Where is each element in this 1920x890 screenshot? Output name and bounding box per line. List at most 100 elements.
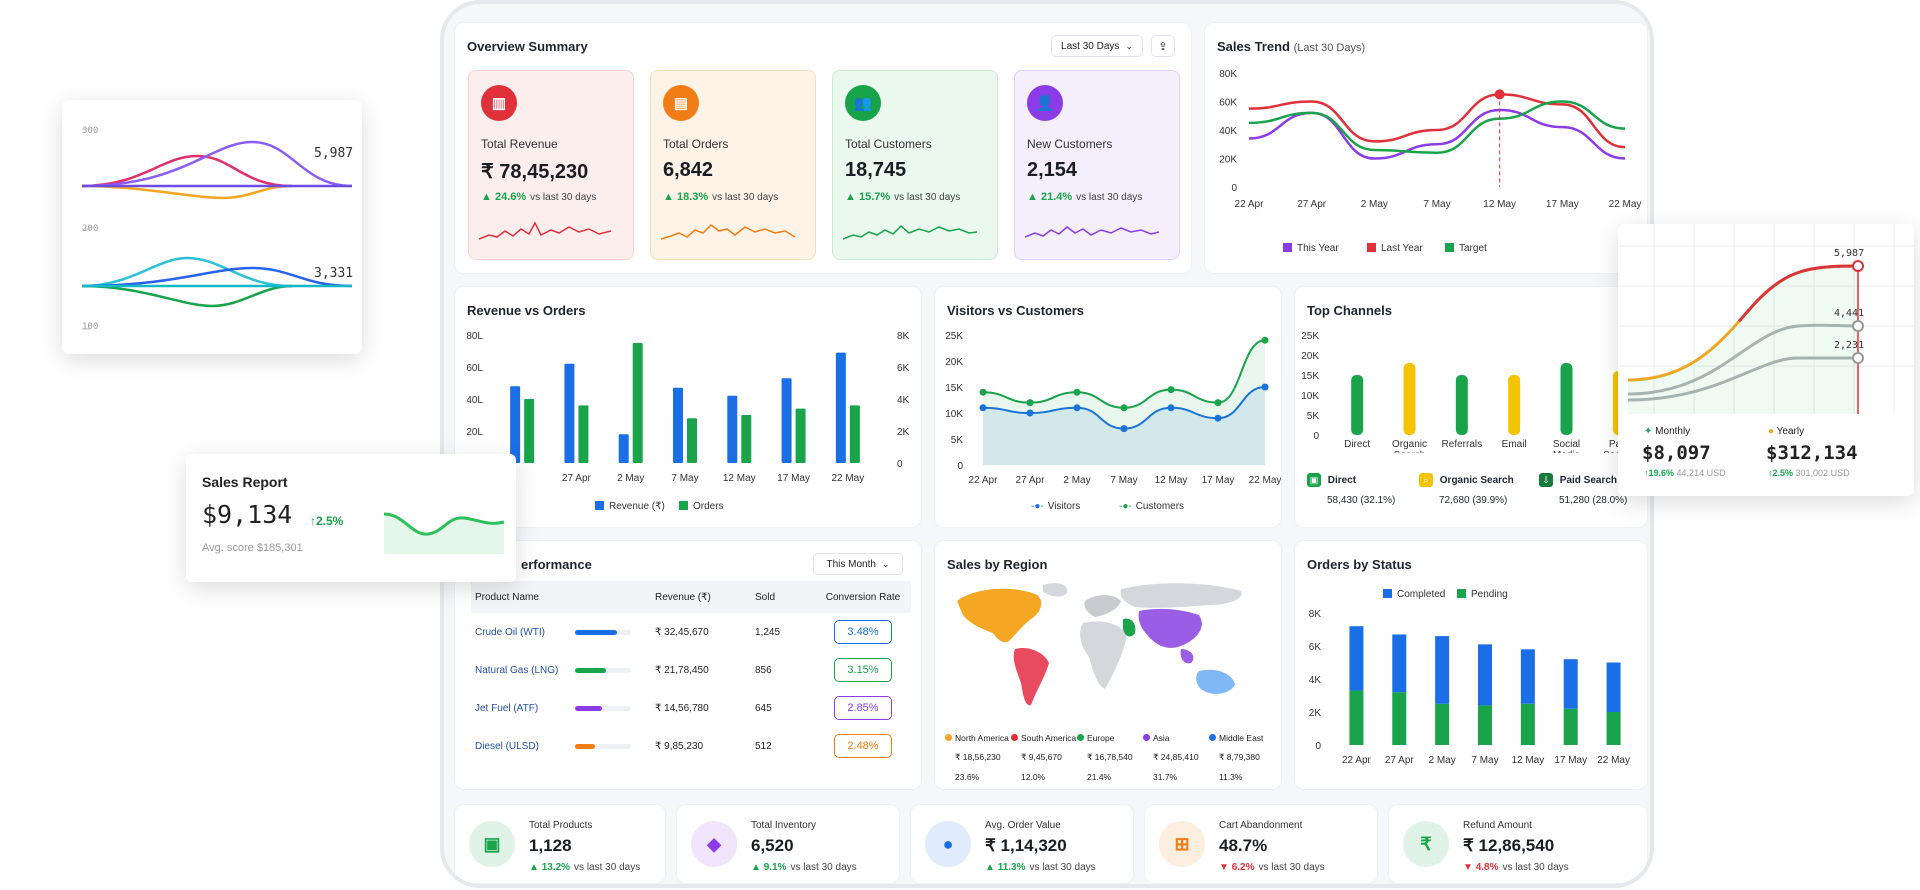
visitors-card: Visitors vs Customers 25K 20K 15K 10K 5K 0 22 … <box>934 286 1282 528</box>
y-right-tick: 2K <box>897 427 910 438</box>
orders-bar <box>632 343 643 463</box>
kpi-new-customers[interactable]: 👤 New Customers 2,154 ▲ 21.4% vs last 30 … <box>1014 70 1180 260</box>
kpi-total-customers[interactable]: 👥 Total Customers 18,745 ▲ 15.7% vs last … <box>832 70 998 260</box>
orders-bar <box>578 405 589 463</box>
col-rate: Conversion Rate <box>811 581 911 613</box>
product-period-dropdown[interactable]: This Month ⌄ <box>813 553 903 575</box>
export-button[interactable]: ⇪ <box>1151 35 1175 57</box>
conversion-rate-badge: 2.85% <box>834 696 892 720</box>
product-bar-cell <box>571 651 651 689</box>
period-dropdown[interactable]: Last 30 Days ⌄ <box>1051 35 1143 57</box>
map-north-america <box>957 588 1042 643</box>
series-point <box>979 404 987 412</box>
product-name[interactable]: Jet Fuel (ATF) <box>475 702 539 714</box>
kpi-value: 1,128 <box>529 836 572 855</box>
bottom-kpi-cart-abandonment[interactable]: ⊞ Cart Abandonment 48.7% ▼ 6.2% vs last 30 d… <box>1144 804 1378 884</box>
product-revenue: ₹ 14,56,780 <box>655 702 709 714</box>
kpi-label: New Customers <box>1027 137 1113 151</box>
map-russia <box>1120 583 1242 608</box>
series-point <box>1073 388 1081 396</box>
product-sold: 1,245 <box>755 626 781 638</box>
x-tick-label: 17 May <box>1554 755 1587 765</box>
region-dot <box>1077 734 1084 741</box>
sales-report-card: Sales Report $9,134 ↑2.5% Avg. score $18… <box>186 454 516 582</box>
series-point <box>1167 404 1175 412</box>
channel-bar <box>1403 363 1416 435</box>
y-right-tick: 4K <box>897 395 910 406</box>
series-area-0 <box>983 387 1265 465</box>
sales-report-title: Sales Report <box>202 474 288 490</box>
users-icon: 👥 <box>845 85 881 121</box>
search-icon: ⌕ <box>1419 473 1433 487</box>
sales-trend-title: Sales Trend (Last 30 Days) <box>1217 39 1366 54</box>
kpi-change: ▲ 21.4% vs last 30 days <box>1027 191 1143 203</box>
y-tick-label: 60K <box>1219 98 1237 109</box>
x-tick-label: 12 May <box>1155 475 1188 486</box>
x-tick-label: 27 Apr <box>1016 475 1046 486</box>
series-point <box>1261 336 1269 344</box>
revenue-orders-chart: 80L 60L 40L 20L 8K 6K 4K 2K 0 27 Apr 2 May 7 May 12 … <box>466 331 910 484</box>
region-title: Sales by Region <box>947 557 1048 572</box>
pending-bar <box>1520 703 1535 745</box>
kpi-change: ▲ 9.1% vs last 30 days <box>751 862 857 873</box>
channel-summary-organic: ⌕ Organic Search 72,680 (39.9%) <box>1419 473 1514 506</box>
channel-bar <box>1351 375 1364 435</box>
series-point <box>1214 399 1222 407</box>
revenue-bar <box>727 395 738 463</box>
bottom-kpi-refund-amount[interactable]: ₹ Refund Amount ₹ 12,86,540 ▼ 4.8% vs last 3… <box>1388 804 1648 884</box>
y-tick-label: 5K <box>1307 411 1320 422</box>
y-tick-label: 20K <box>945 357 963 368</box>
map-middle-east <box>1123 618 1136 637</box>
kpi-value: 2,154 <box>1027 159 1078 181</box>
y-tick-label: 0 <box>1313 431 1319 442</box>
kpi-total-orders[interactable]: ▤ Total Orders 6,842 ▲ 18.3% vs last 30 d… <box>650 70 816 260</box>
orders-bar <box>741 415 752 463</box>
y-left-tick: 60L <box>466 363 483 374</box>
legend-completed: Completed <box>1383 589 1445 600</box>
table-row[interactable]: Crude Oil (WTI) ₹ 32,45,670 1,245 3.48% <box>471 613 911 651</box>
channel-label: Referrals <box>1442 439 1483 450</box>
map-greenland <box>1043 583 1068 597</box>
table-row[interactable]: Diesel (ULSD) ₹ 9,85,230 512 2.48% <box>471 727 911 765</box>
x-tick-label: 7 May <box>671 473 698 484</box>
y-right-tick: 6K <box>897 363 910 374</box>
product-rate-cell: 3.48% <box>811 613 911 651</box>
growth-value-3: 2,231 <box>1834 340 1865 351</box>
y-tick-label: 15K <box>945 383 963 394</box>
kpi-change: ▲ 15.7% vs last 30 days <box>845 191 961 203</box>
product-table: Product Name Revenue (₹) Sold Conversion… <box>471 581 911 765</box>
revenue-bar <box>510 386 521 463</box>
product-name[interactable]: Crude Oil (WTI) <box>475 626 545 638</box>
kpi-change: ▲ 24.6% vs last 30 days <box>481 191 597 203</box>
kpi-change: ▼ 4.8% vs last 30 days <box>1463 862 1569 873</box>
col-revenue: Revenue (₹) <box>651 581 751 613</box>
table-row[interactable]: Jet Fuel (ATF) ₹ 14,56,780 645 2.85% <box>471 689 911 727</box>
pending-bar <box>1563 708 1578 745</box>
world-map <box>957 583 1242 706</box>
series-area-1 <box>983 340 1265 465</box>
series-line-0 <box>1248 108 1626 160</box>
monthly-value: $8,097 <box>1642 442 1711 464</box>
product-name[interactable]: Natural Gas (LNG) <box>475 664 559 676</box>
revenue-bar <box>618 434 629 463</box>
completed-bar <box>1435 636 1450 704</box>
bottom-kpi-total-products[interactable]: ▣ Total Products 1,128 ▲ 13.2% vs last 30 da… <box>454 804 666 884</box>
y-tick-label: 8K <box>1309 609 1322 620</box>
top-channels-card: Top Channels 25K 20K 15K 10K 5K 0 Direct Organi… <box>1294 286 1648 528</box>
y-left-tick: 40L <box>466 395 483 406</box>
kpi-total-revenue[interactable]: ▥ Total Revenue ₹ 78,45,230 ▲ 24.6% vs la… <box>468 70 634 260</box>
monthly-change: ↑19.6% 44,214 USD <box>1644 468 1726 478</box>
map-europe <box>1084 595 1121 617</box>
kpi-change: ▼ 6.2% vs last 30 days <box>1219 862 1325 873</box>
chevron-down-icon: ⌄ <box>1125 40 1133 51</box>
product-name[interactable]: Diesel (ULSD) <box>475 740 539 752</box>
product-sold: 645 <box>755 702 772 714</box>
bottom-kpi-avg-order-value[interactable]: ● Avg. Order Value ₹ 1,14,320 ▲ 11.3% vs las… <box>910 804 1134 884</box>
y-left-tick: 20L <box>466 427 483 438</box>
table-row[interactable]: Natural Gas (LNG) ₹ 21,78,450 856 3.15% <box>471 651 911 689</box>
bottom-kpi-total-inventory[interactable]: ◆ Total Inventory 6,520 ▲ 9.1% vs last 30 da… <box>676 804 900 884</box>
orders-bar <box>524 399 535 463</box>
visitors-chart: 25K 20K 15K 10K 5K 0 22 Apr 27 Apr 2 May 7 May 12 … <box>945 331 1281 486</box>
region-dot <box>945 734 952 741</box>
